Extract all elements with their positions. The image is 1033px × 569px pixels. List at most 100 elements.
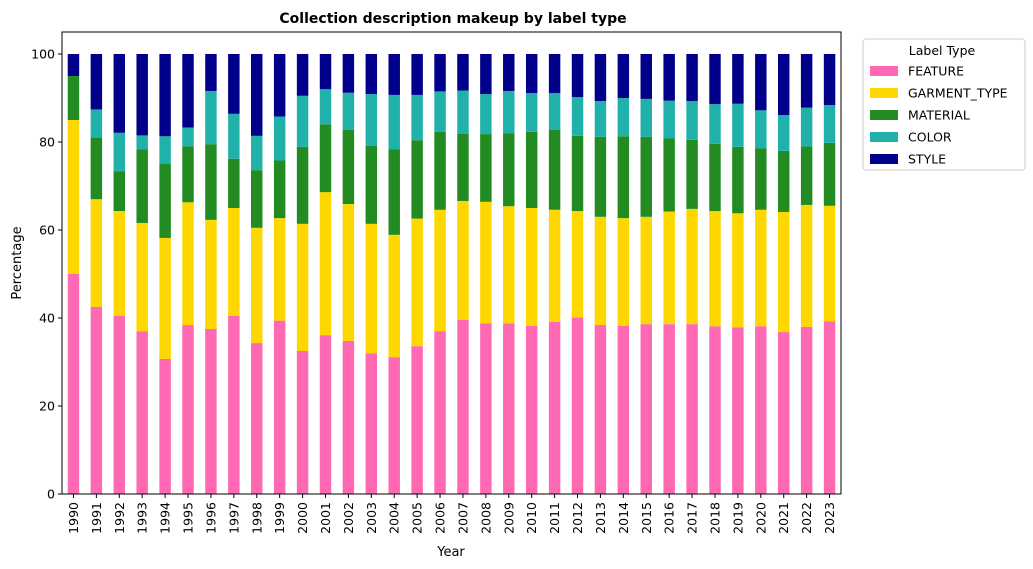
- bar-material-1991: [90, 137, 103, 200]
- bar-garment-type-2015: [640, 216, 652, 325]
- legend-label-garment-type: GARMENT_TYPE: [908, 86, 1008, 101]
- bar-garment-type-2004: [388, 234, 400, 358]
- x-tick-label: 2005: [410, 502, 425, 534]
- bar-feature-2005: [411, 346, 423, 494]
- x-tick-label: 2023: [822, 502, 837, 534]
- bar-material-2008: [480, 134, 492, 202]
- bar-material-2020: [755, 148, 767, 210]
- bar-feature-2002: [342, 340, 355, 494]
- bar-material-2010: [525, 131, 538, 208]
- bar-material-1990: [67, 76, 80, 120]
- x-tick-label: 2018: [707, 502, 722, 534]
- bar-garment-type-2005: [411, 218, 423, 347]
- bar-style-2017: [686, 54, 698, 102]
- bar-feature-2023: [823, 321, 836, 494]
- bar-feature-2010: [525, 325, 538, 494]
- y-tick-label: 20: [39, 399, 55, 414]
- x-tick-label: 2000: [295, 502, 310, 534]
- x-tick-label: 2013: [593, 502, 608, 534]
- bar-material-2012: [571, 135, 584, 212]
- bar-style-1992: [113, 54, 126, 133]
- bar-style-2010: [525, 54, 538, 94]
- bar-color-1998: [251, 135, 263, 171]
- bar-garment-type-1997: [228, 208, 240, 316]
- bar-garment-type-2020: [755, 209, 767, 327]
- x-tick-label: 1997: [226, 502, 241, 534]
- bar-color-2014: [617, 98, 630, 137]
- bar-feature-2008: [480, 323, 492, 494]
- bar-garment-type-2021: [777, 211, 790, 333]
- bar-color-2015: [640, 98, 652, 137]
- x-tick-label: 2016: [662, 502, 677, 534]
- bar-style-2006: [434, 54, 446, 92]
- y-axis: 0 20 40 60 80 100: [31, 47, 62, 502]
- x-tick-label: 2009: [501, 502, 516, 534]
- bar-style-1995: [182, 54, 194, 128]
- bar-material-1999: [273, 160, 286, 219]
- bar-color-2023: [823, 105, 836, 143]
- bar-material-2019: [732, 146, 744, 214]
- x-tick-label: 1990: [66, 502, 81, 534]
- bar-material-1995: [182, 146, 194, 203]
- bar-style-2000: [296, 54, 309, 96]
- x-tick-label: 2021: [776, 502, 791, 534]
- bar-garment-type-2014: [617, 218, 630, 326]
- bar-feature-1995: [182, 325, 194, 494]
- x-tick-label: 2019: [730, 502, 745, 534]
- bar-feature-2020: [755, 326, 767, 494]
- x-tick-label: 1995: [181, 502, 196, 534]
- y-tick-label: 80: [39, 135, 55, 150]
- bar-material-2011: [548, 129, 561, 210]
- bar-garment-type-2018: [709, 211, 721, 327]
- bar-style-2003: [365, 54, 378, 95]
- bar-material-1993: [136, 149, 148, 223]
- bar-color-1999: [273, 116, 286, 161]
- bar-feature-1998: [251, 343, 263, 494]
- bar-style-2005: [411, 54, 423, 95]
- bar-style-2015: [640, 54, 652, 99]
- bar-garment-type-1999: [273, 218, 286, 321]
- bar-feature-2014: [617, 325, 630, 494]
- x-tick-label: 2020: [753, 502, 768, 534]
- bar-feature-2015: [640, 324, 652, 494]
- bar-material-1998: [251, 170, 263, 228]
- bar-material-1997: [228, 158, 240, 208]
- bar-style-1991: [90, 54, 103, 110]
- legend-label-color: COLOR: [908, 130, 952, 145]
- x-tick-label: 1991: [89, 502, 104, 534]
- bar-garment-type-1993: [136, 222, 148, 332]
- bar-color-1995: [182, 127, 194, 147]
- bar-garment-type-2002: [342, 204, 355, 341]
- plot-frame: [61, 31, 842, 495]
- bar-material-2022: [800, 146, 813, 205]
- bar-garment-type-2012: [571, 211, 584, 318]
- bar-garment-type-1995: [182, 202, 194, 326]
- bar-color-2004: [388, 94, 400, 150]
- x-tick-label: 1998: [249, 502, 264, 534]
- bar-garment-type-2016: [663, 211, 675, 325]
- bar-style-2016: [663, 54, 675, 101]
- bar-style-2011: [548, 54, 561, 94]
- x-tick-label: 2022: [799, 502, 814, 534]
- x-tick-label: 2017: [685, 502, 700, 534]
- bar-style-2018: [709, 54, 721, 105]
- bar-feature-1996: [205, 329, 217, 494]
- bar-feature-2009: [503, 323, 515, 494]
- bar-color-2000: [296, 95, 309, 147]
- bar-style-2014: [617, 54, 630, 98]
- bar-garment-type-1996: [205, 219, 217, 329]
- bar-feature-2021: [777, 332, 790, 494]
- x-tick-label: 1992: [112, 502, 127, 534]
- bar-color-2008: [480, 94, 492, 135]
- bar-style-1999: [273, 54, 286, 117]
- bar-feature-2003: [365, 353, 378, 494]
- bar-feature-2017: [686, 324, 698, 494]
- y-tick-label: 100: [31, 47, 55, 62]
- bar-material-2004: [388, 149, 400, 235]
- bar-color-1996: [205, 90, 217, 145]
- x-tick-label: 2012: [570, 502, 585, 534]
- legend-label-style: STYLE: [908, 152, 946, 167]
- bar-material-2003: [365, 145, 378, 224]
- bar-material-1994: [159, 164, 171, 238]
- bar-feature-1997: [228, 315, 240, 494]
